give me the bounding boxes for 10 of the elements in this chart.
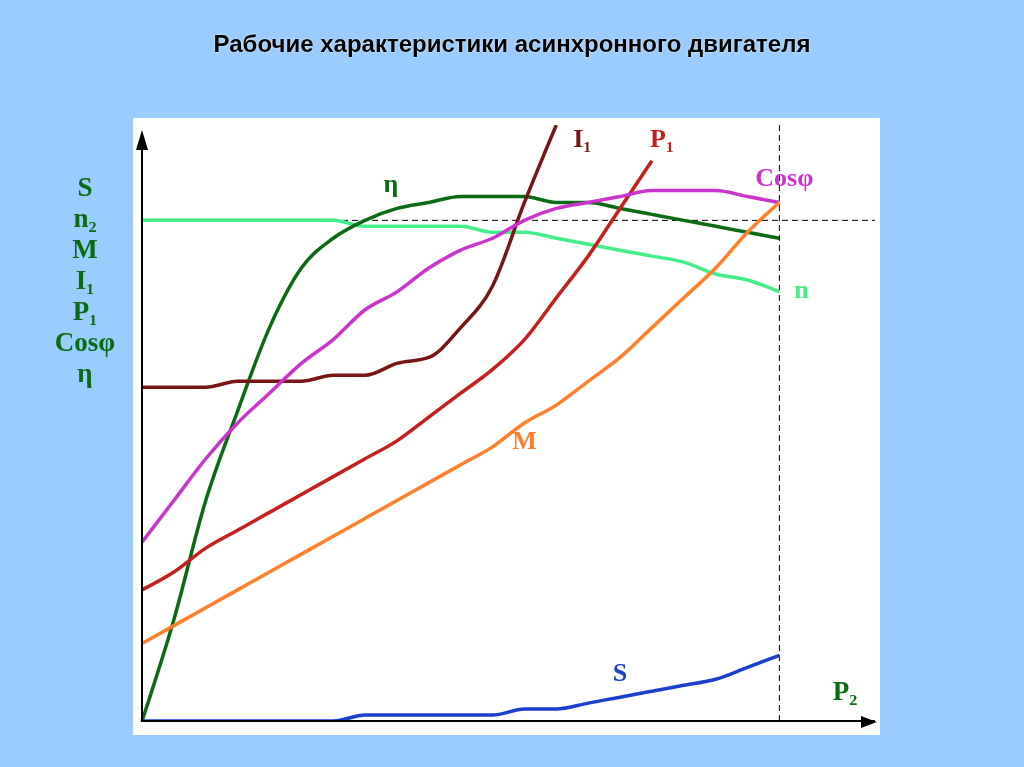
series-label: S	[612, 658, 628, 688]
series-label: n	[794, 274, 810, 304]
x-axis-title: P₂	[832, 676, 858, 706]
series-label: P₁	[650, 123, 674, 153]
chart-title: Рабочие характеристики асинхронного двигателя	[212, 30, 812, 58]
series-label: I₁	[573, 124, 592, 153]
y-axis-title: S n₂ M I₁ P₁ Cosφ η	[53, 172, 117, 389]
series-label: Cosφ	[755, 163, 814, 193]
series-label: η	[383, 169, 399, 199]
series-label: M	[512, 426, 537, 455]
